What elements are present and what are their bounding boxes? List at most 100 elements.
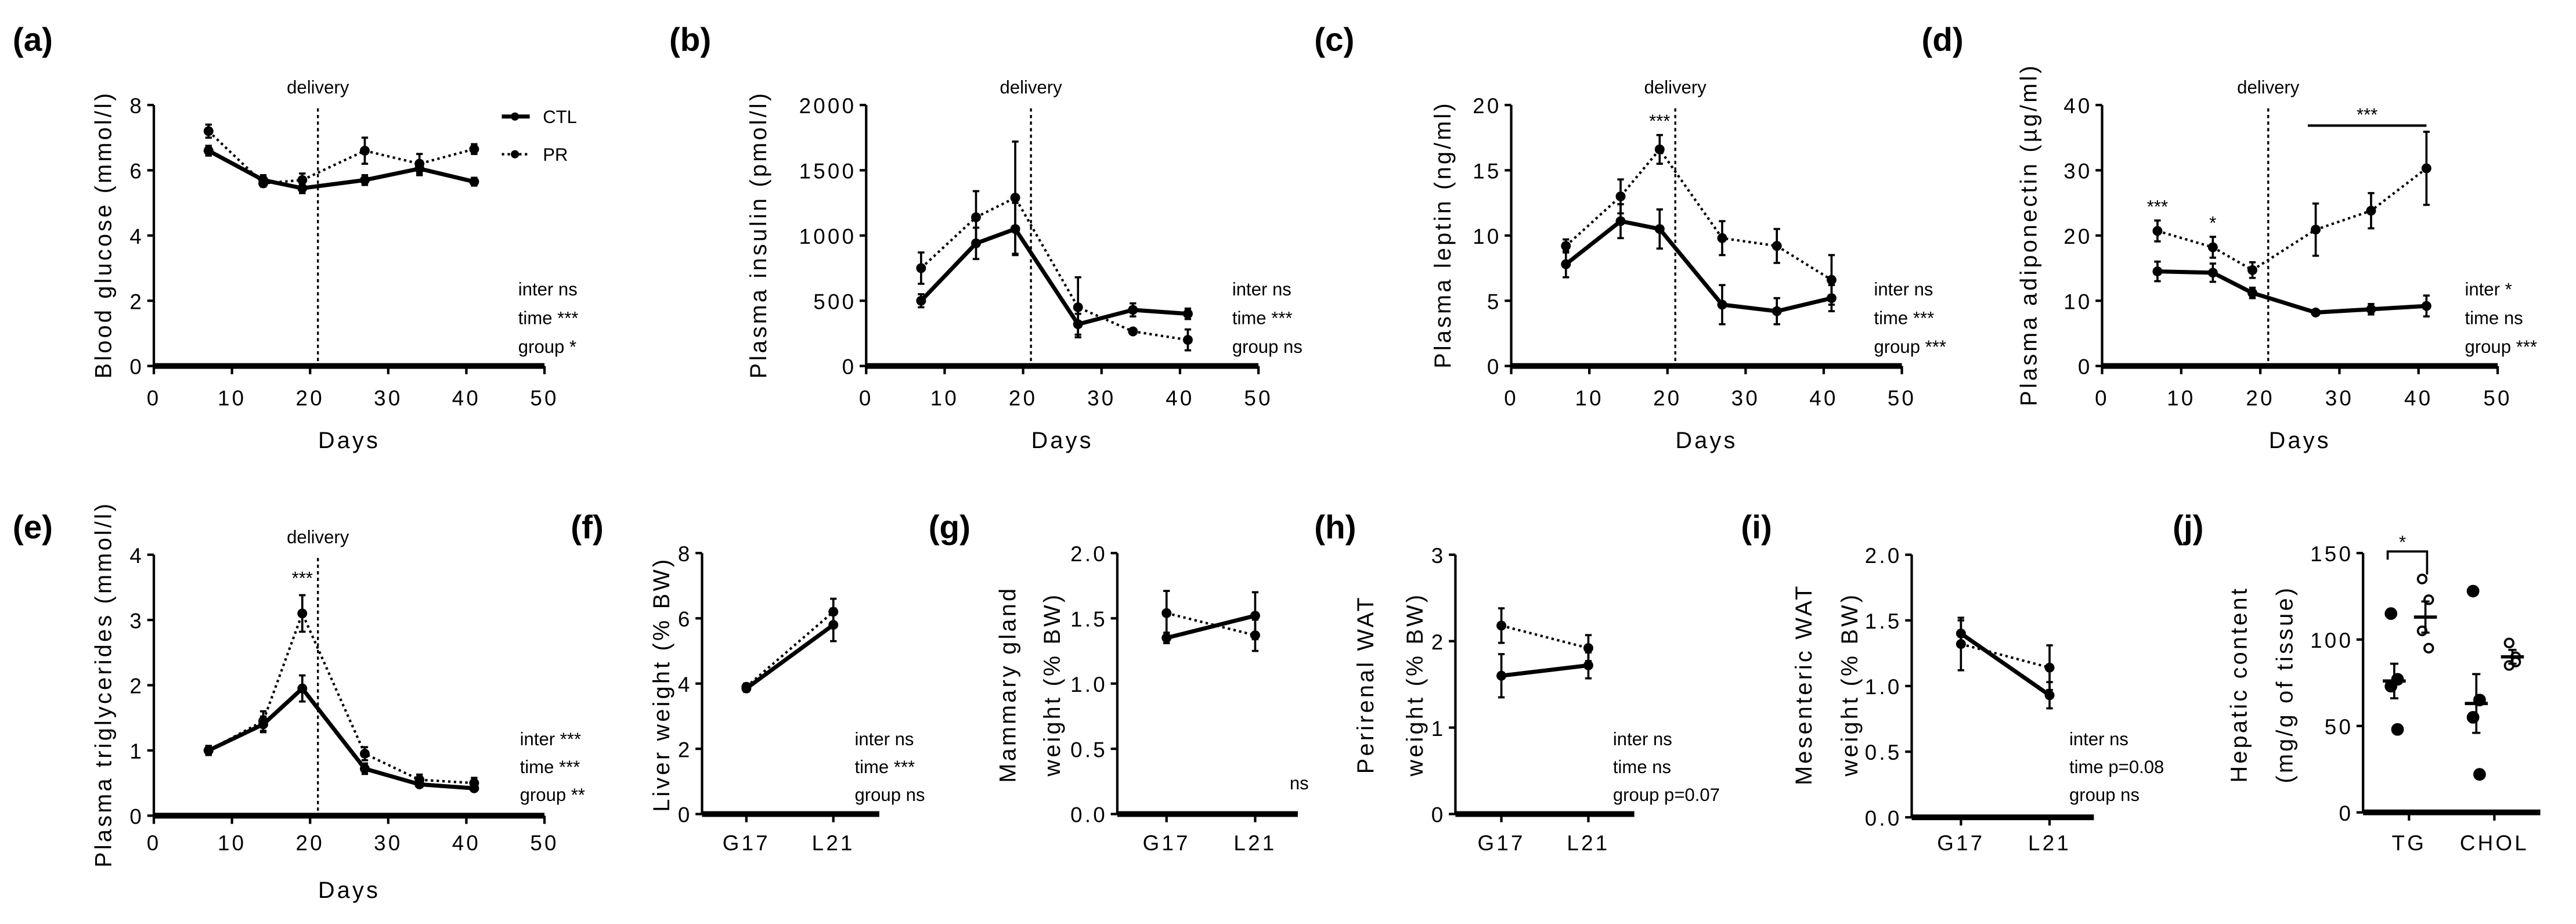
y-tick-label: 30: [2063, 160, 2092, 183]
data-point-pr: [1717, 233, 1727, 243]
data-point-pr: [1826, 275, 1837, 285]
x-tick-label: G17: [1143, 831, 1190, 855]
x-tick-label: 10: [218, 831, 246, 855]
x-tick-label: 40: [452, 386, 481, 410]
data-point-pr: [1496, 620, 1507, 631]
data-point-pr: [1772, 241, 1782, 251]
x-tick-label: 10: [1575, 386, 1603, 410]
data-point-ctl: [469, 176, 479, 187]
stats-text: group ***: [2465, 337, 2537, 357]
legend-ctl-label: CTL: [543, 107, 577, 127]
data-point-ctl: [2207, 268, 2218, 278]
stats-text: time ***: [854, 757, 915, 777]
data-point-ctl: [2473, 768, 2486, 781]
data-point-pr: [1250, 630, 1260, 641]
stats-text: time ns: [1613, 757, 1671, 777]
series-ctl-line: [207, 685, 475, 791]
panel-g: (g) 0.0 0.5 1.0 1.5 2.0 G17 L21 Mammary gland wei…: [929, 508, 1309, 854]
data-point-ctl: [2247, 288, 2257, 298]
series-ctl-line: [745, 623, 835, 691]
data-point-pr: [971, 212, 981, 222]
data-point-pr: [414, 775, 425, 785]
stats-text: inter ns: [854, 729, 914, 749]
data-point-ctl: [2421, 301, 2431, 311]
x-tick-label: 0: [1504, 386, 1518, 410]
data-point-pr: [1128, 326, 1138, 337]
data-point-ctl: [1583, 660, 1593, 670]
x-tick-label: 50: [1244, 386, 1272, 410]
y-tick-label: 150: [2310, 542, 2353, 566]
stats-text: group *: [518, 337, 576, 357]
y-tick-label: 0: [842, 355, 857, 379]
x-tick-label: 0: [2095, 386, 2109, 410]
stats-text: inter ns: [518, 279, 578, 299]
y-axis-title: Plasma triglycerides (mmol/l): [91, 501, 117, 868]
y-tick-label: 8: [678, 542, 692, 566]
data-point-pr: [203, 745, 214, 756]
y-tick-label: 2.0: [1070, 542, 1107, 566]
stats-text: time ***: [1232, 308, 1293, 328]
x-axis-title: Days: [1675, 428, 1737, 453]
x-tick-label: 10: [930, 386, 959, 410]
series-ctl-line: [1501, 663, 1589, 678]
y-tick-label: 2: [129, 290, 144, 313]
x-tick-label: 0: [147, 831, 161, 855]
data-point-ctl: [1654, 224, 1665, 234]
x-tick-label: 30: [1087, 386, 1116, 410]
x-tick-label: 40: [1166, 386, 1194, 410]
data-point-ctl: [2391, 723, 2404, 736]
stats-text: time ***: [520, 757, 580, 777]
y-axis-title: Mammary gland: [995, 586, 1021, 783]
x-tick-label: 40: [1809, 386, 1838, 410]
x-tick-label: 30: [374, 831, 402, 855]
panel-f: (f) 0 2 4 6 8 G17 L21 Liver weight (% BW) inter n…: [571, 508, 925, 854]
series-ctl-line: [919, 226, 1188, 327]
stats-text: group ***: [1874, 337, 1946, 357]
x-tick-label: 50: [530, 386, 558, 410]
panel-c: (c) 0 5 10 15 20 0 10 20 30 40 50 Days delivery Plasma…: [1314, 21, 1946, 453]
significance-marker: *: [2399, 532, 2406, 552]
stats-text: time ns: [2465, 308, 2523, 328]
panel-label: (g): [929, 508, 970, 545]
data-point-ctl: [297, 683, 308, 694]
data-point-pr: [359, 749, 370, 759]
y-tick-label: 6: [129, 160, 144, 183]
series-ctl-line: [207, 149, 475, 190]
y-tick-label: 10: [2063, 290, 2092, 313]
data-point-pr: [469, 778, 479, 788]
data-point-pr: [469, 144, 479, 154]
y-tick-label: 2: [129, 674, 144, 698]
x-axis-title: Days: [318, 428, 380, 453]
y-tick-label: 0.5: [1865, 741, 1902, 764]
data-point-ctl: [916, 295, 926, 306]
stats-text: group ns: [854, 785, 925, 805]
x-axis-title: Days: [2269, 428, 2331, 453]
y-tick-label: 0: [129, 805, 144, 829]
x-tick-label: 50: [1888, 386, 1916, 410]
significance-marker: ***: [2357, 104, 2377, 125]
panel-b: (b) 0 500 1000 1500 2000 0 10 20 30 40 50 Days delive…: [669, 21, 1303, 453]
panel-a: (a) 0 2 4 6 8 0 10 20 30 40 50 Days delivery Blood glu…: [13, 21, 579, 453]
x-axis-title: Days: [318, 878, 380, 903]
data-point-pr: [297, 175, 308, 185]
panel-label: (h): [1314, 508, 1356, 545]
series-pr-line: [1565, 147, 1832, 281]
series-pr-line: [207, 130, 475, 185]
data-point-ctl: [2311, 307, 2321, 317]
x-tick-label: 50: [2483, 386, 2512, 410]
data-point-pr: [1073, 302, 1083, 312]
data-point-ctl: [203, 146, 214, 156]
delivery-annotation: delivery: [287, 77, 349, 98]
panel-label: (e): [13, 508, 53, 545]
delivery-annotation: delivery: [2237, 77, 2300, 98]
stats-text: group **: [520, 785, 585, 805]
series-pr-line: [1166, 612, 1255, 637]
y-tick-label: 0: [1487, 355, 1502, 379]
y-tick-label: 1500: [799, 160, 857, 183]
y-axis-title: Mesenteric WAT: [1791, 583, 1817, 785]
legend-ctl-marker: [511, 112, 519, 121]
series-ctl-line: [1564, 219, 1832, 313]
data-point-ctl: [2152, 266, 2163, 277]
data-point-pr: [2247, 265, 2257, 275]
x-tick-label: CHOL: [2460, 831, 2529, 855]
